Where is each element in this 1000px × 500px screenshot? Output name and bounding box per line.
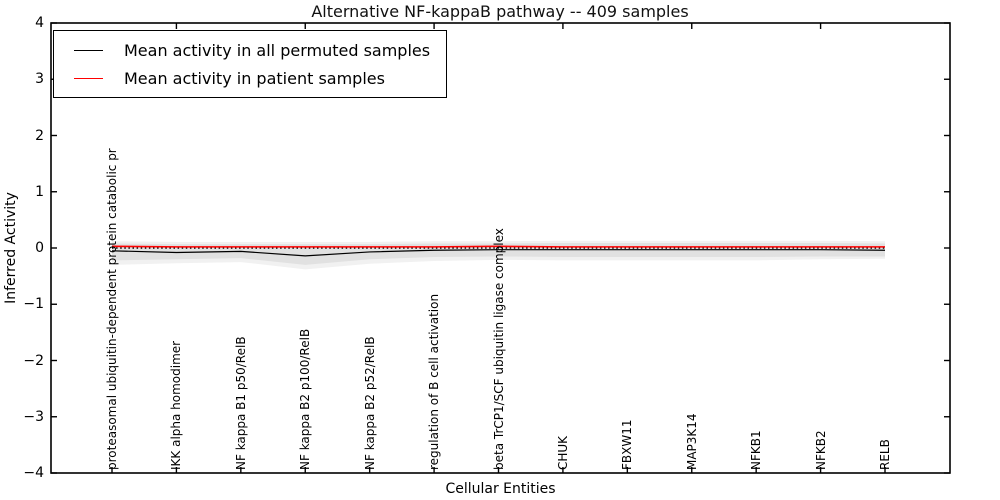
x-axis-label: Cellular Entities xyxy=(445,481,556,497)
legend: Mean activity in all permuted samples Me… xyxy=(53,30,448,98)
legend-item-patient: Mean activity in patient samples xyxy=(74,64,436,92)
x-category-label: RELB xyxy=(878,439,892,470)
y-tick-label: −3 xyxy=(23,408,44,425)
chart-title: Alternative NF-kappaB pathway -- 409 sam… xyxy=(311,2,689,21)
y-tick-label: −1 xyxy=(23,296,44,313)
y-tick-label: 3 xyxy=(35,71,44,88)
y-tick-label: 2 xyxy=(35,127,44,144)
x-category-label: MAP3K14 xyxy=(684,413,699,470)
x-category-label: NF kappa B1 p50/RelB xyxy=(233,336,248,470)
x-category-label: FBXW11 xyxy=(620,419,635,471)
y-tick-label: 1 xyxy=(35,183,44,200)
legend-label-permuted: Mean activity in all permuted samples xyxy=(124,40,431,60)
y-tick-label: 0 xyxy=(35,240,44,256)
x-category-label: CHUK xyxy=(555,435,570,470)
x-category-label: NF kappa B2 p52/RelB xyxy=(362,336,377,470)
legend-item-permuted: Mean activity in all permuted samples xyxy=(74,36,436,64)
y-tick-label: −2 xyxy=(23,352,44,369)
x-category-label: beta TrCP1/SCF ubiquitin ligase complex xyxy=(491,228,506,470)
legend-line-sample-red xyxy=(74,77,103,79)
legend-label-patient: Mean activity in patient samples xyxy=(124,68,385,88)
x-category-label: NFKB2 xyxy=(813,430,828,470)
x-category-label: NF kappa B2 p100/RelB xyxy=(298,328,313,470)
x-category-label: proteasomal ubiquitin-dependent protein … xyxy=(105,148,119,470)
legend-line-sample-black xyxy=(74,49,103,51)
x-category-label: IKK alpha homodimer xyxy=(169,340,184,470)
y-axis-label: Inferred Activity xyxy=(3,192,19,304)
y-tick-label: 4 xyxy=(35,15,44,31)
permuted-mean-line xyxy=(111,249,886,257)
y-tick-label: −4 xyxy=(23,465,44,481)
patient-mean-line xyxy=(111,245,885,248)
x-category-label: regulation of B cell activation xyxy=(427,293,442,470)
x-category-label: NFKB1 xyxy=(749,430,764,470)
